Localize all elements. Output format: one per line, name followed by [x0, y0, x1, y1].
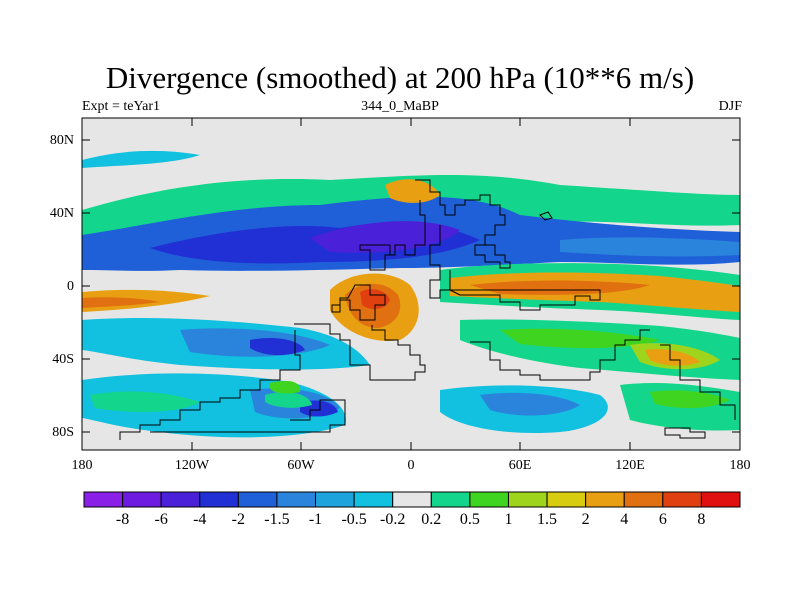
colorbar-swatch: [122, 491, 162, 508]
colorbar-swatch: [237, 491, 278, 508]
colorbar-swatch: [662, 491, 702, 508]
colorbar-label: -6: [154, 511, 168, 528]
colorbar-label: 6: [658, 511, 667, 528]
colorbar-label: -2: [231, 511, 245, 528]
x-tick-label: 60E: [508, 458, 532, 473]
colorbar-label: 4: [620, 511, 629, 528]
divergence-field: [82, 118, 740, 450]
x-tick-label: 120W: [174, 458, 210, 473]
colorbar-label: -8: [115, 511, 130, 528]
colorbar-label: 1.5: [537, 511, 558, 528]
experiment-label: Expt = teYar1: [82, 99, 161, 114]
plot-title: Divergence (smoothed) at 200 hPa (10**6 …: [105, 60, 695, 95]
x-tick-label: 120E: [615, 458, 645, 473]
colorbar-swatch: [160, 491, 201, 508]
y-axis-ticks: [82, 118, 740, 450]
colorbar-swatch: [469, 491, 509, 508]
coastlines: [119, 179, 736, 440]
y-tick-label: 0: [67, 279, 74, 294]
colorbar-swatch: [700, 491, 741, 508]
colorbar-label: -0.5: [341, 511, 367, 528]
colorbar-swatch: [507, 491, 548, 508]
colorbar-swatch: [83, 491, 124, 508]
colorbar-label: 8: [697, 511, 706, 528]
colorbar-label: 0.5: [459, 511, 480, 528]
colorbar-label: -1: [308, 511, 323, 528]
colorbar-label: -4: [193, 511, 207, 528]
colorbar-label: -1.5: [264, 511, 290, 528]
colorbar-swatch: [430, 491, 471, 508]
colorbar-swatch: [585, 491, 625, 508]
season-label: DJF: [718, 99, 742, 114]
x-tick-label: 180: [729, 458, 751, 473]
colorbar-swatch: [199, 491, 239, 508]
y-tick-label: 80S: [52, 425, 74, 440]
x-tick-label: 0: [407, 458, 415, 473]
y-tick-label: 40N: [49, 206, 74, 221]
x-tick-label: 180: [71, 458, 93, 473]
x-tick-label: 60W: [287, 458, 315, 473]
colorbar-swatch: [276, 491, 317, 508]
colorbar-label: 2: [581, 511, 590, 528]
colorbar-swatch: [546, 491, 587, 508]
colorbar-swatch: [315, 491, 355, 508]
y-tick-label: 40S: [52, 352, 74, 367]
colorbar: [83, 491, 741, 508]
y-tick-label: 80N: [49, 133, 74, 148]
colorbar-swatch: [392, 491, 432, 508]
colorbar-swatch: [623, 491, 664, 508]
time-label: 344_0_MaBP: [361, 99, 439, 114]
colorbar-label: 1: [504, 511, 513, 528]
colorbar-label: -0.2: [380, 511, 406, 528]
colorbar-label: 0.2: [421, 511, 442, 528]
colorbar-swatch: [353, 491, 394, 508]
